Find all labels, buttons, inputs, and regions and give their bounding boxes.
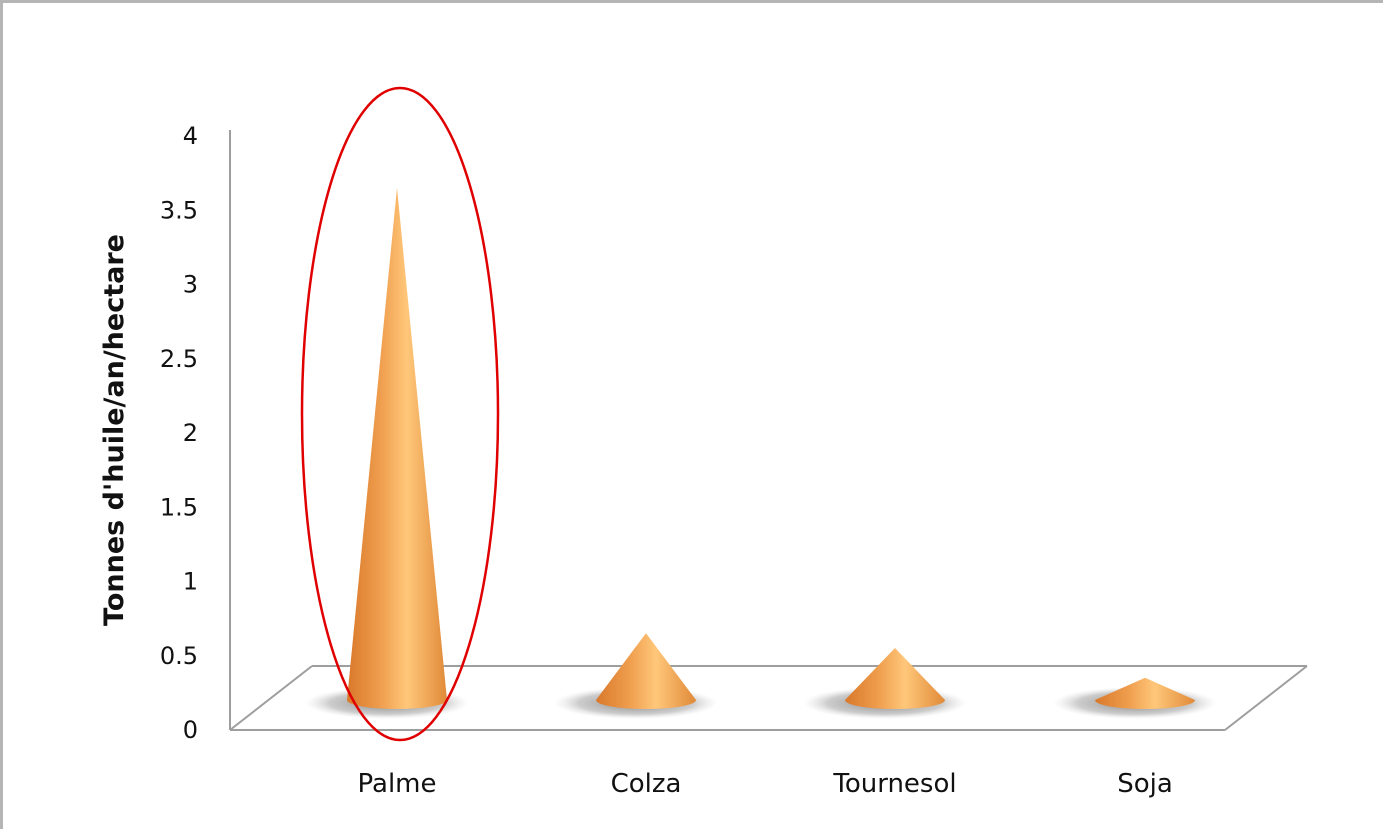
- y-tick-label: 1: [183, 568, 198, 596]
- y-axis-title: Tonnes d'huile/an/hectare: [99, 234, 130, 626]
- y-tick-label: 3.5: [160, 196, 198, 224]
- y-tick-label: 3: [183, 271, 198, 299]
- x-axis-labels: Palme Colza Tournesol Soja: [358, 769, 1173, 799]
- cone-bar-tournesol: [845, 648, 945, 709]
- x-tick-label: Soja: [1117, 769, 1173, 799]
- floor-plane: [229, 665, 1308, 731]
- y-axis-ticks: 0 0.5 1 1.5 2 2.5 3 3.5 4: [160, 122, 198, 744]
- highlight-ellipse: [300, 86, 500, 742]
- cone-bar-soja: [1095, 677, 1195, 709]
- x-tick-label: Tournesol: [832, 769, 956, 799]
- y-tick-label: 1.5: [160, 493, 198, 521]
- y-tick-label: 2.5: [160, 345, 198, 373]
- y-tick-label: 0: [183, 716, 198, 744]
- y-tick-label: 4: [183, 122, 198, 150]
- y-tick-label: 0.5: [160, 642, 198, 670]
- cones: [347, 187, 1195, 709]
- x-tick-label: Colza: [611, 769, 682, 799]
- cone-bar-colza: [596, 633, 696, 709]
- y-tick-label: 2: [183, 419, 198, 447]
- x-tick-label: Palme: [358, 769, 437, 799]
- cone-bar-palme: [347, 187, 447, 709]
